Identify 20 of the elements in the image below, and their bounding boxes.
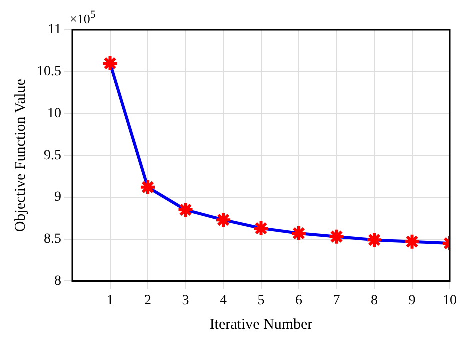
y-tick-label: 10 <box>48 106 62 122</box>
y-axis-title: Objective Function Value <box>12 78 29 232</box>
x-tick-label: 4 <box>220 293 227 308</box>
text: ×10$^{5}$ <box>70 8 96 26</box>
x-tick-label: 9 <box>408 293 416 308</box>
x-tick-label: 2 <box>144 293 152 308</box>
y-tick-label: 8 <box>54 274 62 289</box>
y-tick-label: 8.5 <box>44 232 62 248</box>
x-tick-label: 1 <box>106 293 114 308</box>
x-tick-label: 6 <box>296 293 302 308</box>
x-tick-label: 7 <box>333 293 340 308</box>
x-tick-label: 3 <box>182 293 190 308</box>
y-tick-label: 11 <box>48 22 62 38</box>
x-tick-label: 10 <box>443 293 457 308</box>
x-tick-label: 5 <box>258 293 265 308</box>
y-tick-label: 9 <box>54 190 62 206</box>
x-axis-title: Iterative Number <box>210 316 313 333</box>
y-tick-label: 9.5 <box>44 148 62 164</box>
x-tick-label: 8 <box>371 293 378 308</box>
y-tick-label: 10.5 <box>37 64 62 80</box>
